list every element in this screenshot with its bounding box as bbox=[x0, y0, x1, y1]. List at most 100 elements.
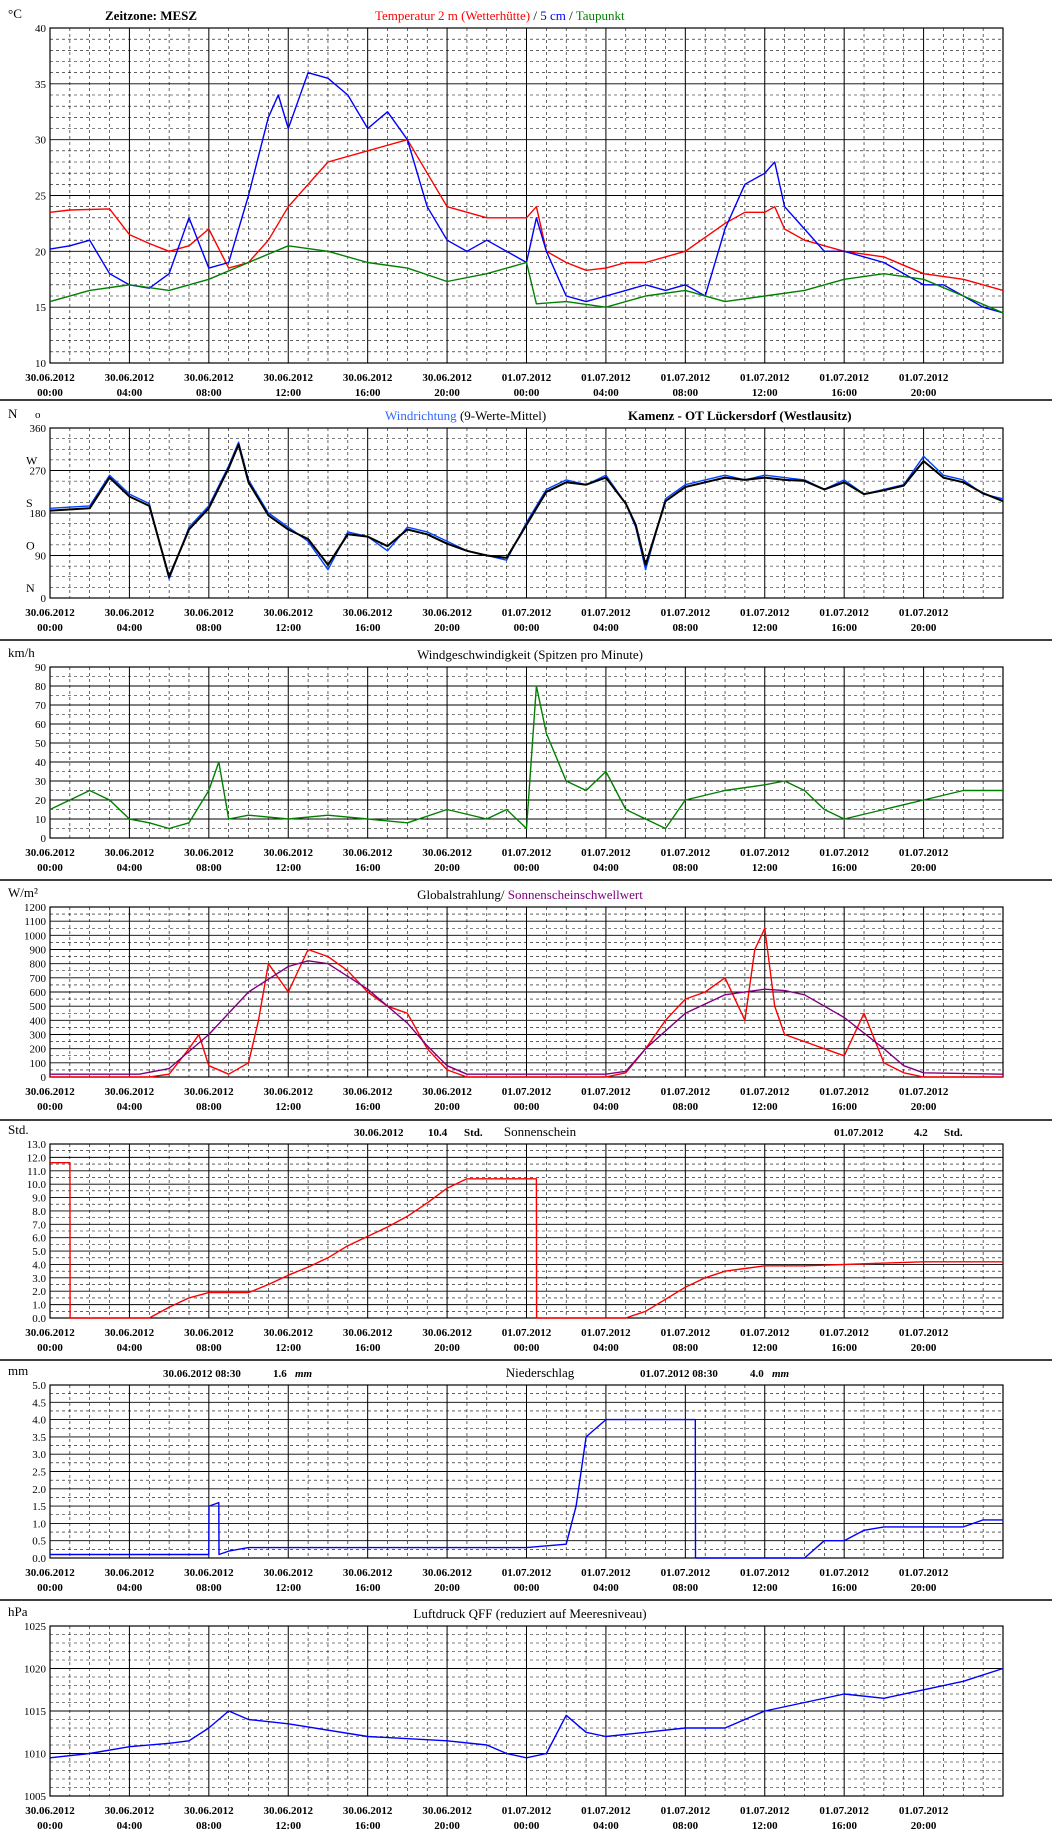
x-tick-date: 30.06.2012 bbox=[25, 372, 75, 384]
x-tick-time: 12:00 bbox=[752, 862, 778, 874]
x-tick-time: 08:00 bbox=[672, 387, 698, 399]
x-tick-date: 30.06.2012 bbox=[184, 372, 234, 384]
x-tick-time: 12:00 bbox=[275, 1820, 301, 1832]
y-tick-label: 1100 bbox=[24, 916, 46, 928]
y-tick-label: 0 bbox=[41, 833, 47, 845]
x-tick-time: 00:00 bbox=[514, 1820, 540, 1832]
chart-temperature: 10 15 20 25 30 35 40 30.06.2012 00:00 30.06.2012 0… bbox=[0, 6, 1052, 401]
x-tick-date: 30.06.2012 bbox=[184, 1805, 234, 1817]
x-tick-date: 30.06.2012 bbox=[422, 847, 472, 859]
x-tick-time: 12:00 bbox=[275, 862, 301, 874]
x-tick-time: 16:00 bbox=[355, 387, 381, 399]
x-tick-time: 16:00 bbox=[355, 1582, 381, 1594]
x-tick-date: 01.07.2012 bbox=[661, 607, 711, 619]
title-segment: Taupunkt bbox=[576, 8, 625, 23]
compass-label: S bbox=[26, 496, 33, 510]
x-tick-time: 12:00 bbox=[752, 387, 778, 399]
x-tick-time: 08:00 bbox=[196, 1820, 222, 1832]
x-tick-time: 20:00 bbox=[911, 1582, 937, 1594]
y-tick-label: 5.0 bbox=[32, 1246, 46, 1258]
x-tick-date: 30.06.2012 bbox=[264, 1327, 314, 1339]
x-tick-time: 20:00 bbox=[911, 1820, 937, 1832]
unit-label: W/m² bbox=[8, 885, 38, 900]
y-tick-label: 2.0 bbox=[32, 1484, 46, 1496]
y-tick-label: 1005 bbox=[24, 1791, 47, 1803]
x-tick-date: 30.06.2012 bbox=[105, 607, 155, 619]
x-tick-time: 00:00 bbox=[514, 387, 540, 399]
x-tick-time: 00:00 bbox=[37, 862, 63, 874]
x-tick-date: 30.06.2012 bbox=[343, 1327, 393, 1339]
y-tick-label: 1010 bbox=[24, 1749, 47, 1761]
x-tick-date: 30.06.2012 bbox=[25, 1805, 75, 1817]
x-tick-date: 01.07.2012 bbox=[502, 847, 552, 859]
series-line-temperature-2 bbox=[49, 245, 1004, 314]
series-line-radiation-1 bbox=[50, 960, 1004, 1075]
x-tick-time: 16:00 bbox=[831, 862, 857, 874]
y-tick-label: 4.0 bbox=[32, 1259, 46, 1271]
summary-right-value: 4.0 bbox=[750, 1368, 764, 1380]
x-tick-date: 01.07.2012 bbox=[899, 1327, 949, 1339]
chart-wind_speed: 0 10 20 30 40 50 60 70 80 90 30.06.2012 00:00 30.06.… bbox=[0, 645, 1052, 881]
x-tick-time: 20:00 bbox=[434, 1582, 460, 1594]
x-tick-date: 30.06.2012 bbox=[105, 1567, 155, 1579]
y-tick-label: 0 bbox=[41, 593, 47, 605]
x-tick-date: 01.07.2012 bbox=[581, 1327, 631, 1339]
x-tick-date: 01.07.2012 bbox=[502, 607, 552, 619]
x-tick-date: 30.06.2012 bbox=[422, 607, 472, 619]
compass-label: N bbox=[26, 581, 35, 595]
plot-frame bbox=[49, 27, 1004, 364]
y-tick-label: 3.0 bbox=[32, 1449, 46, 1461]
unit-label: km/h bbox=[8, 645, 35, 660]
x-tick-date: 30.06.2012 bbox=[25, 847, 75, 859]
x-tick-time: 16:00 bbox=[831, 387, 857, 399]
x-tick-time: 00:00 bbox=[514, 862, 540, 874]
title-segment: Windrichtung bbox=[385, 408, 457, 423]
y-tick-label: 40 bbox=[35, 23, 47, 35]
summary-right-value: 4.2 bbox=[914, 1127, 928, 1139]
x-tick-time: 04:00 bbox=[593, 1582, 619, 1594]
summary-left-unit: mm bbox=[295, 1368, 313, 1380]
x-tick-date: 01.07.2012 bbox=[899, 1086, 949, 1098]
x-tick-date: 01.07.2012 bbox=[740, 607, 790, 619]
x-tick-time: 04:00 bbox=[117, 1582, 143, 1594]
x-tick-time: 08:00 bbox=[672, 1101, 698, 1113]
x-tick-time: 20:00 bbox=[434, 862, 460, 874]
y-tick-label: 1.0 bbox=[32, 1518, 46, 1530]
chart-title: Sonnenschein bbox=[504, 1124, 577, 1139]
x-tick-time: 16:00 bbox=[355, 862, 381, 874]
x-tick-time: 08:00 bbox=[672, 862, 698, 874]
series-line-wind_speed-0 bbox=[49, 685, 1003, 830]
x-tick-time: 20:00 bbox=[911, 622, 937, 634]
x-tick-date: 01.07.2012 bbox=[740, 372, 790, 384]
x-tick-time: 08:00 bbox=[196, 862, 222, 874]
chart-title: Niederschlag bbox=[506, 1365, 575, 1380]
x-tick-date: 30.06.2012 bbox=[184, 607, 234, 619]
y-tick-label: 6.0 bbox=[32, 1233, 46, 1245]
plot-frame bbox=[49, 1625, 1004, 1797]
chart-header-right: Kamenz - OT Lückersdorf (Westlausitz) bbox=[628, 408, 852, 423]
x-tick-date: 30.06.2012 bbox=[343, 372, 393, 384]
x-tick-time: 00:00 bbox=[514, 1101, 540, 1113]
title-segment: Luftdruck QFF (reduziert auf Meeresnivea… bbox=[413, 1606, 646, 1621]
x-tick-date: 01.07.2012 bbox=[581, 1086, 631, 1098]
x-tick-date: 01.07.2012 bbox=[661, 1567, 711, 1579]
x-tick-date: 30.06.2012 bbox=[105, 1805, 155, 1817]
x-tick-time: 04:00 bbox=[117, 862, 143, 874]
summary-left-value: 1.6 bbox=[273, 1368, 287, 1380]
x-tick-time: 00:00 bbox=[37, 1582, 63, 1594]
x-tick-time: 20:00 bbox=[434, 387, 460, 399]
x-tick-time: 04:00 bbox=[117, 622, 143, 634]
y-tick-label: 0.0 bbox=[32, 1553, 46, 1565]
y-tick-label: 2.5 bbox=[32, 1467, 46, 1479]
y-tick-label: 270 bbox=[30, 466, 47, 478]
series-line-wind_direction-1 bbox=[49, 443, 1004, 578]
x-tick-date: 30.06.2012 bbox=[343, 1086, 393, 1098]
x-tick-time: 16:00 bbox=[831, 1820, 857, 1832]
y-tick-label: 1.0 bbox=[32, 1300, 46, 1312]
x-tick-time: 12:00 bbox=[752, 1582, 778, 1594]
y-tick-label: 180 bbox=[30, 508, 47, 520]
series-line-temperature-0 bbox=[49, 138, 1004, 292]
y-tick-label: 100 bbox=[30, 1058, 47, 1070]
